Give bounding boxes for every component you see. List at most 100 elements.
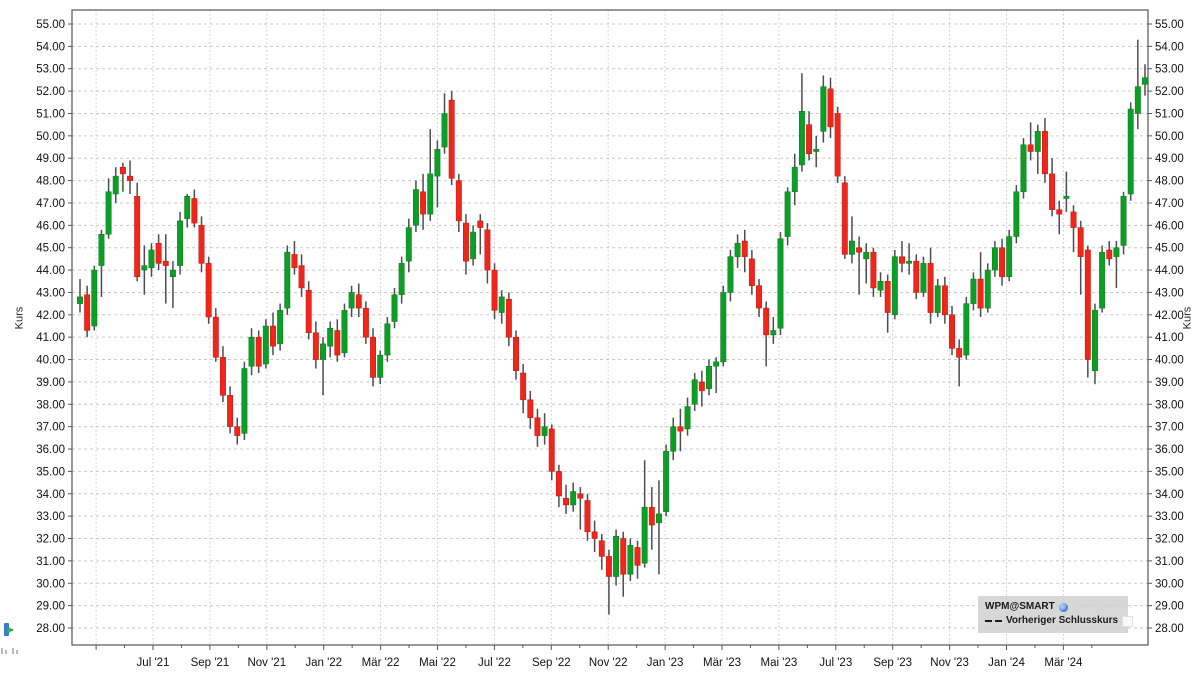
y-axis-label-right: 43.00 <box>1155 287 1184 299</box>
candle-body <box>820 86 827 132</box>
candle-body <box>148 249 155 269</box>
y-axis-label-right: 50.00 <box>1155 131 1184 143</box>
candle-body <box>155 242 162 264</box>
candle-body <box>1134 86 1141 114</box>
candle-body <box>648 506 655 526</box>
candle-body <box>991 247 998 271</box>
candle-body <box>105 191 112 235</box>
legend-checkbox[interactable] <box>1122 615 1134 627</box>
candle-body <box>713 361 720 367</box>
candle-body <box>162 260 169 266</box>
y-axis-label-right: 45.00 <box>1155 243 1184 255</box>
x-axis-label: Jul '21 <box>137 657 170 669</box>
candle-body <box>527 399 534 418</box>
y-axis-label-right: 36.00 <box>1155 444 1184 456</box>
chart-tool-icon[interactable] <box>0 622 14 638</box>
candle-body <box>1070 211 1077 228</box>
candle-body <box>1113 247 1120 257</box>
candle-body <box>91 269 98 327</box>
candle-body <box>513 336 519 371</box>
legend-symbol-row[interactable]: WPM@SMART <box>985 600 1121 614</box>
y-axis-label-left: 32.00 <box>36 534 65 546</box>
candle-body <box>134 195 141 278</box>
candle-body <box>220 357 226 396</box>
candle-body <box>548 428 555 472</box>
candle-body <box>191 198 198 224</box>
candle-body <box>498 296 505 313</box>
candle-body <box>119 166 126 175</box>
y-axis-label-right: 48.00 <box>1155 176 1184 188</box>
y-axis-label-left: 42.00 <box>36 310 65 322</box>
candle-body <box>813 149 820 152</box>
candle-body <box>84 294 91 331</box>
y-axis-label-left: 31.00 <box>36 556 65 568</box>
y-axis-label-left: 50.00 <box>36 131 65 143</box>
candle-body <box>312 332 319 360</box>
candle-body <box>241 368 248 434</box>
y-axis-label-right: 35.00 <box>1155 466 1184 478</box>
candle-body <box>1013 191 1020 237</box>
y-axis-label-left: 29.00 <box>36 601 65 613</box>
y-axis-label-left: 48.00 <box>36 176 65 188</box>
y-axis-label-left: 35.00 <box>36 466 65 478</box>
candle-body <box>284 251 291 309</box>
candle-body <box>348 292 355 309</box>
candle-body <box>641 506 648 564</box>
y-axis-label-left: 52.00 <box>36 86 65 98</box>
candle-body <box>355 294 362 309</box>
x-axis-label: Sep '23 <box>873 657 912 669</box>
x-axis-label: Sep '22 <box>532 657 571 669</box>
candle-body <box>634 547 641 566</box>
candle-body <box>505 298 512 338</box>
legend[interactable]: WPM@SMART Vorheriger Schlusskurs <box>978 596 1134 633</box>
candle-body <box>212 316 219 358</box>
candle-body <box>1127 108 1134 195</box>
legend-prev-close-row[interactable]: Vorheriger Schlusskurs <box>985 614 1134 628</box>
y-axis-label-left: 36.00 <box>36 444 65 456</box>
candle-body <box>834 113 841 177</box>
candle-body <box>77 296 83 304</box>
y-axis-label-right: 38.00 <box>1155 399 1184 411</box>
candle-body <box>484 229 491 271</box>
candle-body <box>291 254 298 269</box>
y-axis-title-left: Kurs <box>13 306 26 330</box>
x-axis-label: Mai '22 <box>419 657 456 669</box>
y-axis-label-left: 34.00 <box>36 489 65 501</box>
candle-body <box>734 242 741 257</box>
candle-body <box>748 258 755 286</box>
y-axis-label-right: 29.00 <box>1155 601 1184 613</box>
candle-body <box>1084 249 1091 360</box>
candle-body <box>455 180 462 222</box>
candle-body <box>555 471 562 497</box>
candle-body <box>763 307 770 336</box>
candle-body <box>677 426 684 432</box>
candle-body <box>412 189 419 226</box>
candle-body <box>434 149 441 177</box>
y-axis-label-left: 37.00 <box>36 422 65 434</box>
y-axis-label-left: 49.00 <box>36 153 65 165</box>
candle-body <box>920 263 927 293</box>
legend-prev-close-label: Vorheriger Schlusskurs <box>1006 615 1119 626</box>
candle-body <box>756 285 762 309</box>
candle-body <box>1041 131 1048 175</box>
y-axis-label-left: 46.00 <box>36 220 65 232</box>
candle-body <box>327 327 334 347</box>
x-axis-label: Mai '23 <box>761 657 798 669</box>
candle-body <box>591 531 598 539</box>
candle-body <box>248 336 255 367</box>
candle-body <box>784 191 791 237</box>
y-axis-label-right: 32.00 <box>1155 534 1184 546</box>
candle-body <box>627 544 634 575</box>
dashed-line-icon <box>985 620 1002 622</box>
candle-body <box>963 303 970 356</box>
x-axis-label: Mär '23 <box>703 657 741 669</box>
candle-body <box>398 263 405 295</box>
candle-body <box>341 310 348 354</box>
y-axis-label-left: 51.00 <box>36 108 65 120</box>
candle-body <box>370 336 377 378</box>
candle-body <box>1092 310 1098 371</box>
y-axis-label-left: 39.00 <box>36 377 65 389</box>
candle-body <box>848 240 855 255</box>
y-axis-label-left: 43.00 <box>36 287 65 299</box>
candle-body <box>741 240 748 257</box>
